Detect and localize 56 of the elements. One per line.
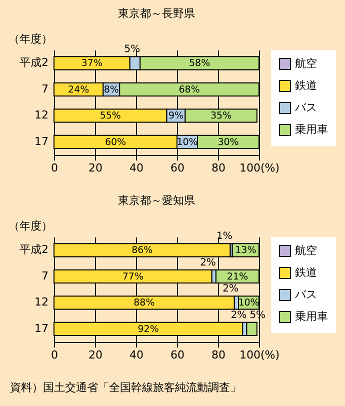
data-label: 24% [68,84,90,96]
data-label: 86% [132,245,153,256]
data-label: 88% [134,298,155,309]
y-axis-title: （年度） [8,220,52,232]
text: 鉄道 [295,266,317,279]
x-tick-label: 40 [130,348,144,362]
y-tick-label: 平成2 [20,243,48,256]
legend-label: バス [294,288,317,301]
legend-label: バス [294,101,317,114]
y-tick-label: 17 [34,322,48,335]
legend-label: 乗用車 [295,123,328,136]
data-label: 58% [188,58,210,70]
x-tick-label: 60 [170,348,184,362]
data-label: 30% [218,136,239,148]
x-tick-label: 60 [170,162,184,174]
data-label: 1% [216,231,232,242]
x-tick-label: 20 [88,348,102,362]
data-label: 8% [104,84,119,96]
x-tick-label: 100(%) [239,348,280,362]
x-tick-label: 80 [212,348,226,362]
x-tick-label: 100(%) [239,162,280,174]
legend-label: 航空 [295,57,317,70]
legend-label: 鉄道 [295,79,317,92]
x-tick-label: 0 [51,162,58,174]
x-tick-label: 80 [212,162,226,174]
data-label: 2% [222,284,238,295]
legend-label: 乗用車 [295,310,328,323]
data-label: 37% [81,58,102,70]
y-tick-label: 平成2 [20,56,48,70]
data-label: 13% [235,245,256,256]
data-label: 92% [138,324,159,335]
x-tick-label: 0 [51,348,58,362]
y-tick-label: 7 [42,82,48,96]
data-label: 2% [200,257,216,268]
chart-title: 東京都～愛知県 [118,194,195,207]
y-tick-label: 12 [34,296,48,309]
data-label: 21% [226,271,248,282]
data-label: 2% [230,310,247,321]
data-label: 35% [210,110,232,122]
x-tick-label: 40 [130,162,144,174]
data-label: 77% [122,271,144,282]
y-tick-label: 17 [34,134,48,148]
text: 資料）国土交通省「全国幹線旅客純流動調査」 [9,380,242,396]
legend-label: 航空 [295,244,317,257]
data-label: 10% [238,298,260,309]
data-label: 10% [176,136,198,148]
x-tick-label: 20 [88,162,102,174]
data-label: 60% [104,136,126,148]
data-label: 55% [100,110,121,122]
chart-title: 東京都～長野県 [118,7,195,20]
y-axis-title: （年度） [8,32,52,46]
data-label: 68% [178,84,200,96]
data-label: 9% [168,110,184,122]
data-label: 5% [124,44,140,56]
y-tick-label: 7 [42,269,48,282]
y-tick-label: 12 [34,108,48,122]
